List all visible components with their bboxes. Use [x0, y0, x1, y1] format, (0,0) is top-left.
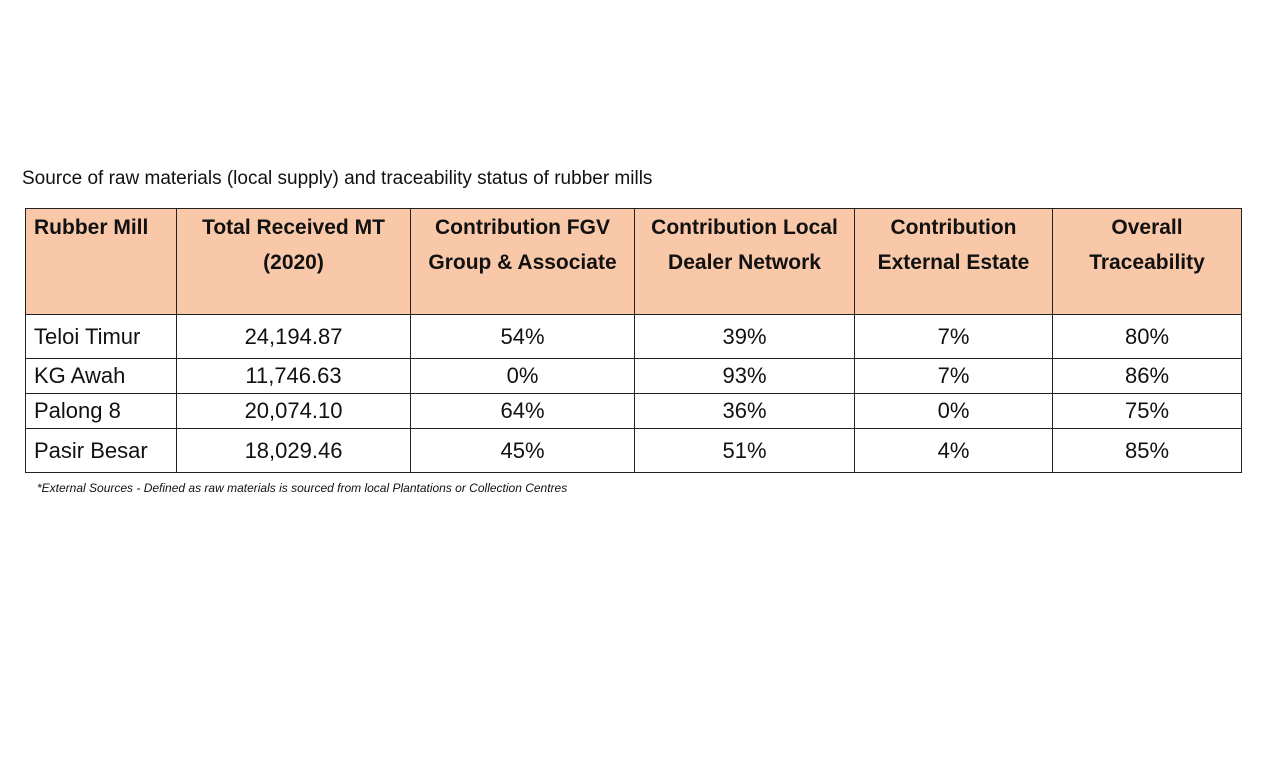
cell-contribution-external-estate: 7% — [854, 358, 1053, 394]
table-caption: Source of raw materials (local supply) a… — [22, 168, 653, 189]
header-contribution-external-estate: Contribution External Estate — [854, 208, 1053, 315]
cell-contribution-local-dealer: 36% — [634, 393, 855, 429]
cell-overall-traceability: 85% — [1052, 428, 1242, 473]
cell-overall-traceability: 80% — [1052, 314, 1242, 359]
rubber-mill-table: Rubber Mill Total Received MT (2020) Con… — [25, 208, 1242, 473]
header-rubber-mill: Rubber Mill — [25, 208, 177, 315]
cell-contribution-local-dealer: 39% — [634, 314, 855, 359]
cell-contribution-local-dealer: 93% — [634, 358, 855, 394]
cell-total-received: 11,746.63 — [176, 358, 411, 394]
cell-contribution-fgv: 64% — [410, 393, 635, 429]
cell-contribution-external-estate: 0% — [854, 393, 1053, 429]
table-header-row: Rubber Mill Total Received MT (2020) Con… — [25, 208, 1242, 315]
cell-contribution-fgv: 45% — [410, 428, 635, 473]
cell-contribution-external-estate: 4% — [854, 428, 1053, 473]
cell-mill-name: Pasir Besar — [25, 428, 177, 473]
table-row: Teloi Timur 24,194.87 54% 39% 7% 80% — [25, 314, 1242, 359]
cell-mill-name: KG Awah — [25, 358, 177, 394]
cell-total-received: 18,029.46 — [176, 428, 411, 473]
cell-overall-traceability: 86% — [1052, 358, 1242, 394]
header-contribution-fgv: Contribution FGV Group & Associate — [410, 208, 635, 315]
cell-total-received: 24,194.87 — [176, 314, 411, 359]
cell-mill-name: Palong 8 — [25, 393, 177, 429]
cell-contribution-local-dealer: 51% — [634, 428, 855, 473]
header-overall-traceability: Overall Traceability — [1052, 208, 1242, 315]
cell-total-received: 20,074.10 — [176, 393, 411, 429]
cell-contribution-external-estate: 7% — [854, 314, 1053, 359]
header-contribution-local-dealer: Contribution Local Dealer Network — [634, 208, 855, 315]
table-row: Palong 8 20,074.10 64% 36% 0% 75% — [25, 393, 1242, 429]
cell-contribution-fgv: 54% — [410, 314, 635, 359]
header-total-received: Total Received MT (2020) — [176, 208, 411, 315]
cell-overall-traceability: 75% — [1052, 393, 1242, 429]
table-row: KG Awah 11,746.63 0% 93% 7% 86% — [25, 358, 1242, 394]
table-row: Pasir Besar 18,029.46 45% 51% 4% 85% — [25, 428, 1242, 473]
cell-mill-name: Teloi Timur — [25, 314, 177, 359]
footnote: *External Sources - Defined as raw mater… — [37, 481, 568, 495]
cell-contribution-fgv: 0% — [410, 358, 635, 394]
